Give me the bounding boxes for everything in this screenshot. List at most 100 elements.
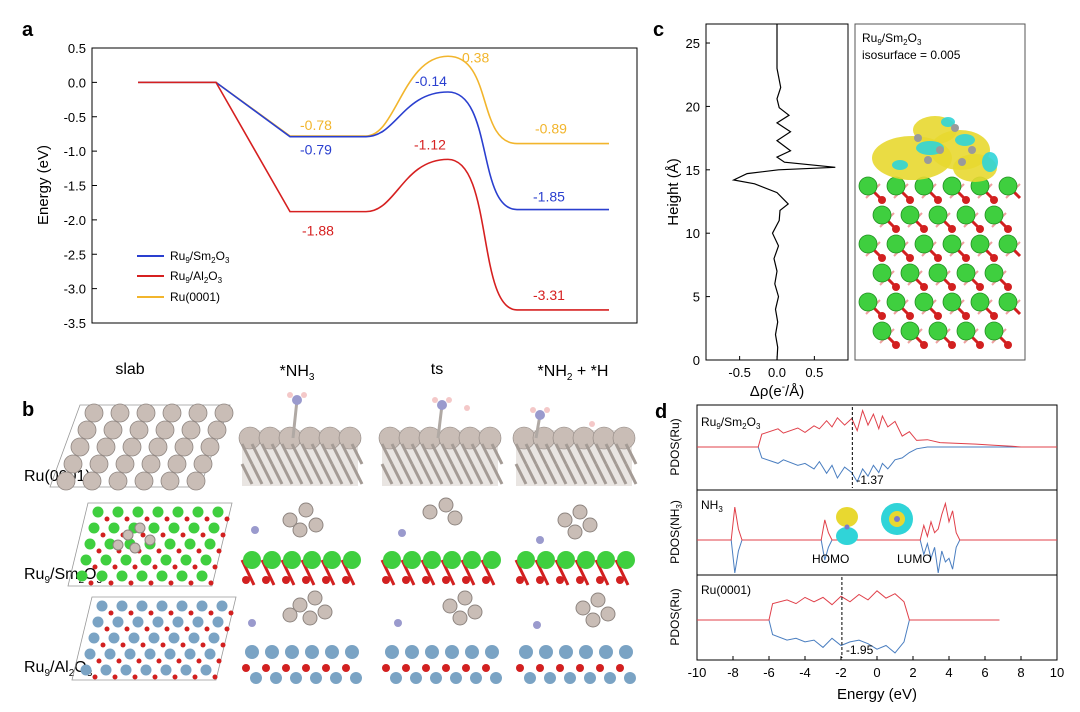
ru-bond	[604, 443, 618, 465]
panel-c-sm-atom	[942, 176, 962, 196]
ru-bond	[410, 443, 424, 465]
ru-bond	[514, 443, 528, 465]
panel-c-sm-atom	[942, 234, 962, 254]
panel-c-sm-atom	[928, 263, 948, 283]
ru-atom	[585, 612, 601, 628]
sm-atom	[423, 551, 441, 569]
o-atom	[442, 576, 450, 584]
o-atom	[262, 664, 270, 672]
al-atom	[325, 645, 339, 659]
sm-atom	[323, 551, 341, 569]
o-atom	[164, 626, 170, 632]
o-atom	[124, 626, 130, 632]
ru-atom	[214, 403, 234, 423]
h-atom	[530, 407, 536, 413]
panel-c-sm-atom	[872, 205, 892, 225]
panel-d-xtick-label: 0	[873, 665, 880, 680]
ru-bond	[270, 443, 284, 465]
panel-c-ru-atom	[914, 134, 922, 142]
o-atom	[96, 548, 102, 554]
al-atom	[465, 645, 479, 659]
ru-bond	[250, 443, 264, 465]
ru-bond	[594, 443, 608, 465]
ru-bond	[390, 443, 404, 465]
o-atom	[116, 658, 122, 664]
pd-sub2-ylabel: PDOS(NH3)	[668, 500, 684, 564]
al-atom	[305, 645, 319, 659]
al-atom	[120, 664, 132, 676]
o-atom	[220, 642, 226, 648]
al-atom	[164, 648, 176, 660]
col-header-nh2h: *NH2 + *H	[538, 363, 609, 383]
ru-atom	[298, 502, 314, 518]
ru-bond	[310, 463, 324, 485]
panel-c-o-atom	[990, 254, 998, 262]
ru-atom	[70, 437, 90, 457]
al-atom	[564, 672, 576, 684]
panel-a-ytick-label: -3.0	[64, 282, 86, 297]
ru-atom	[129, 542, 141, 554]
al-atom	[604, 672, 616, 684]
ru-atom	[307, 590, 323, 606]
panel-a-data-label: -1.88	[302, 223, 334, 239]
panel-c-sm-atom	[886, 234, 906, 254]
o-atom	[132, 674, 138, 680]
panel-c-o-atom	[962, 254, 970, 262]
sm-atom	[164, 538, 176, 550]
panel-c-ru-atom	[958, 158, 966, 166]
al-atom	[619, 645, 633, 659]
homo-orbital-image	[836, 507, 858, 545]
sm-atom	[537, 551, 555, 569]
al-atom	[108, 632, 120, 644]
o-atom	[132, 564, 138, 570]
panel-c-ytick-label: 25	[686, 36, 700, 51]
h-atom	[301, 392, 307, 398]
panel-c-xlabel: Δρ(e-/Å)	[750, 382, 804, 400]
ru-atom	[582, 517, 598, 533]
ru-atom	[442, 598, 458, 614]
o-atom	[576, 576, 584, 584]
al-atom	[168, 632, 180, 644]
o-atom	[108, 610, 114, 616]
sm-atom	[212, 506, 224, 518]
o-atom	[200, 642, 206, 648]
o-bond	[594, 559, 610, 586]
panel-c-sm-atom	[956, 263, 976, 283]
sm-atom	[96, 570, 108, 582]
n-atom	[533, 621, 541, 629]
panel-d-ticks: -10 -8 -6 -4 -2 0 2 4 6 8 10	[688, 656, 1064, 680]
o-atom	[128, 610, 134, 616]
sm-atom	[100, 554, 112, 566]
o-bond	[574, 559, 590, 586]
al-atom	[345, 645, 359, 659]
ru-bond	[280, 443, 294, 465]
pd-sub3-ylabel: PDOS(Ru)	[668, 588, 682, 645]
panel-c-o-atom	[1004, 225, 1012, 233]
panel-a-data-label: 0.38	[462, 49, 489, 65]
ru-bond	[574, 463, 588, 485]
ru-bond	[460, 443, 474, 465]
sm-atom	[120, 554, 132, 566]
al-atom	[425, 645, 439, 659]
panel-c-isosurface-cyan	[892, 160, 908, 170]
ru-bond	[584, 443, 598, 465]
al-atom	[184, 648, 196, 660]
o-atom	[228, 610, 234, 616]
pdos-dband-center-label: -1.37	[856, 473, 884, 487]
ru-bond	[524, 443, 538, 465]
o-bond	[400, 559, 416, 586]
o-atom	[148, 580, 154, 586]
al-atom	[450, 672, 462, 684]
o-atom	[342, 576, 350, 584]
o-atom	[152, 674, 158, 680]
o-atom	[148, 610, 154, 616]
panel-a-data-label: -0.79	[300, 142, 332, 158]
panel-c-isosurface-cyan	[982, 152, 998, 172]
panel-c-sm-atom	[928, 205, 948, 225]
panel-c-sm-atom	[900, 205, 920, 225]
ru-atom	[122, 529, 134, 541]
panel-c-sm-atom	[914, 292, 934, 312]
sm-atom	[168, 522, 180, 534]
al-atom	[160, 664, 172, 676]
